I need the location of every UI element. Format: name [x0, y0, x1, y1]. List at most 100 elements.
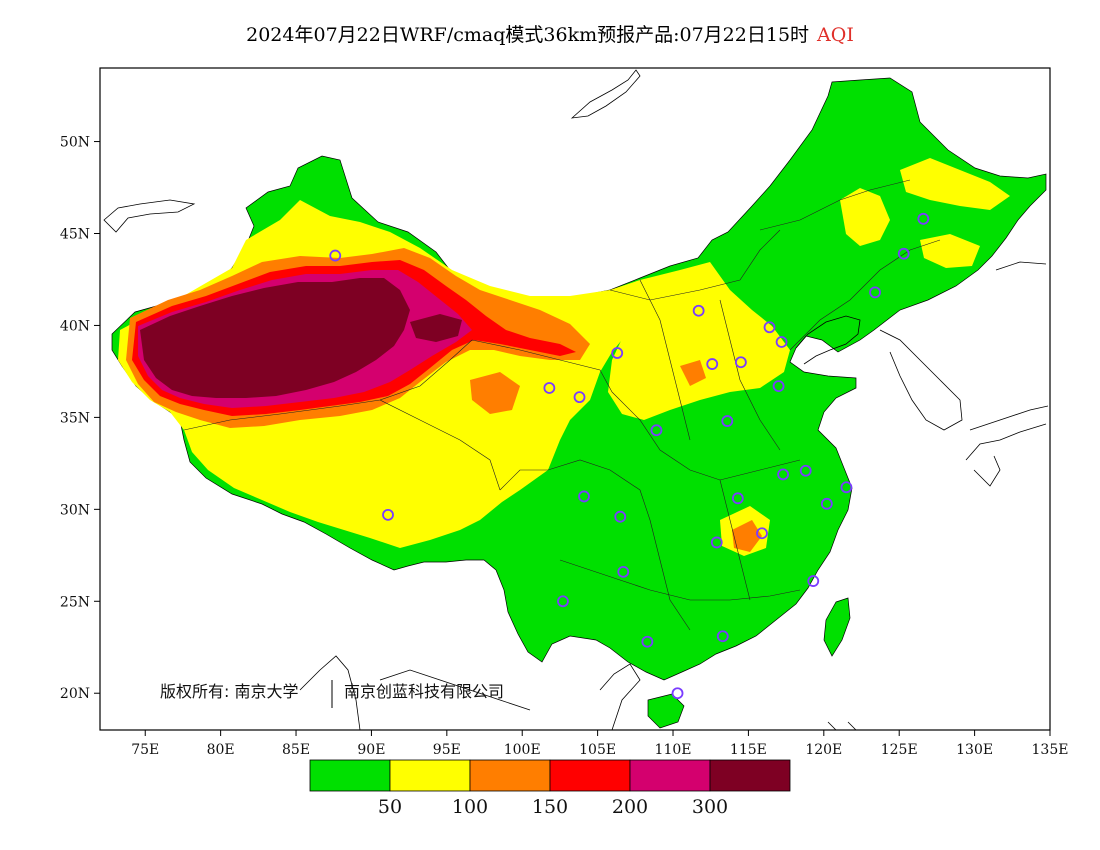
station-marker	[756, 527, 768, 540]
map-frame-border	[99, 67, 1051, 731]
x-tick-label: 100E	[504, 742, 541, 758]
orange-shanxi	[680, 360, 706, 386]
indochina-coast	[379, 663, 641, 730]
legend-swatch	[629, 759, 711, 792]
map-title: 2024年07月22日WRF/cmaq模式36km预报产品:07月22日15时 A…	[0, 20, 1100, 47]
yellow-north-china	[608, 262, 790, 420]
station-marker	[917, 212, 930, 225]
station-marker	[671, 687, 684, 700]
maroon-tarim-core	[140, 278, 410, 398]
y-tick-label: 50N	[60, 135, 90, 151]
boundary-south-2	[649, 519, 691, 631]
province-boundaries	[183, 179, 941, 631]
station-marker	[543, 382, 556, 394]
boundary-northeast-2	[759, 179, 911, 231]
x-tick-label: 130E	[956, 742, 993, 758]
station-marker	[820, 497, 833, 510]
y-tick-label: 25N	[60, 594, 90, 610]
x-tick-label: 135E	[1032, 742, 1069, 758]
station-marker	[692, 304, 705, 317]
boundary-south-1	[559, 559, 801, 601]
legend-break-label: 200	[612, 796, 648, 818]
station-marker	[716, 630, 729, 643]
station-marker	[614, 510, 627, 523]
station-marker	[573, 391, 586, 404]
station-marker	[382, 508, 394, 521]
x-tick-label: 85E	[282, 742, 310, 758]
boundary-qinghai-gansu	[471, 339, 613, 393]
map-axes: 75E 80E 85E 90E 95E 100E 105E 110E 115E 120E 125E 1…	[60, 135, 1069, 758]
south-asia-coast	[299, 655, 361, 730]
title-product: AQI	[817, 24, 854, 46]
station-marker	[840, 481, 853, 494]
station-marker	[329, 249, 342, 262]
x-tick-label: 75E	[131, 742, 159, 758]
boundary-northeast-1	[789, 239, 941, 351]
taiwan-island	[823, 597, 851, 657]
x-tick-label: 105E	[579, 742, 616, 758]
x-tick-label: 95E	[433, 742, 461, 758]
yellow-tibet	[340, 476, 430, 528]
y-tick-label: 30N	[60, 502, 90, 518]
yellow-northeast	[840, 188, 890, 246]
station-marker	[799, 464, 812, 477]
boundary-sichuan	[499, 459, 651, 521]
boundary-xinjiang-tibet	[183, 339, 473, 431]
legend-break-label: 50	[378, 796, 402, 818]
station-marker	[650, 424, 663, 437]
map-layer: 版权所有: 南京大学 南京创蓝科技有限公司	[103, 69, 1049, 730]
legend-swatch	[309, 759, 391, 792]
station-marker	[897, 247, 910, 260]
title-main: 2024年07月22日WRF/cmaq模式36km预报产品:07月22日15时	[246, 24, 810, 46]
x-tick-label: 125E	[881, 742, 918, 758]
station-marker	[772, 380, 785, 393]
maroon-east-blob	[410, 314, 462, 342]
station-marker	[611, 347, 624, 359]
copyright-text-company: 南京创蓝科技有限公司	[344, 682, 504, 701]
station-marker	[641, 635, 654, 648]
yellow-northeast-3	[920, 234, 980, 268]
station-marker	[807, 575, 820, 587]
x-tick-label: 115E	[730, 742, 767, 758]
boundary-south-3	[719, 479, 751, 601]
boundary-central-3	[719, 299, 781, 451]
color-legend: 50 100 150 200 300	[309, 759, 791, 818]
japan-coast	[965, 261, 1049, 487]
legend-break-label: 100	[452, 796, 488, 818]
boundary-central-1	[611, 391, 801, 481]
station-marker	[710, 536, 723, 549]
philippines-coast	[827, 721, 857, 730]
station-marker	[721, 415, 734, 427]
caspian-outline	[103, 199, 196, 233]
station-marker	[734, 356, 747, 369]
x-tick-label: 120E	[805, 742, 842, 758]
x-tick-label: 80E	[207, 742, 235, 758]
station-marker	[706, 358, 719, 370]
orange-qinghai	[470, 372, 520, 414]
yellow-northeast-2	[900, 158, 1010, 210]
legend-break-label: 300	[692, 796, 728, 818]
boundary-tibet-qinghai	[379, 399, 501, 491]
boundary-inner-mongolia	[609, 229, 781, 301]
y-tick-label: 20N	[60, 686, 90, 702]
y-tick-label: 40N	[60, 318, 90, 334]
station-marker	[557, 595, 569, 608]
station-marker	[731, 492, 744, 505]
boundary-central-2	[639, 279, 691, 441]
baikal-lake	[570, 69, 641, 119]
maroon-zones	[140, 278, 462, 398]
station-marker	[763, 321, 776, 334]
legend-swatch	[709, 759, 791, 792]
orange-jiangxi	[732, 520, 762, 552]
legend-swatch	[389, 759, 471, 792]
x-tick-label: 90E	[357, 742, 385, 758]
station-markers	[329, 212, 930, 700]
station-marker	[775, 336, 788, 348]
bohai-coast	[795, 315, 861, 365]
x-tick-label: 110E	[655, 742, 692, 758]
legend-break-label: 150	[532, 796, 568, 818]
legend-swatch	[469, 759, 551, 792]
station-marker	[578, 490, 590, 503]
copyright-text: 版权所有: 南京大学	[160, 682, 298, 701]
